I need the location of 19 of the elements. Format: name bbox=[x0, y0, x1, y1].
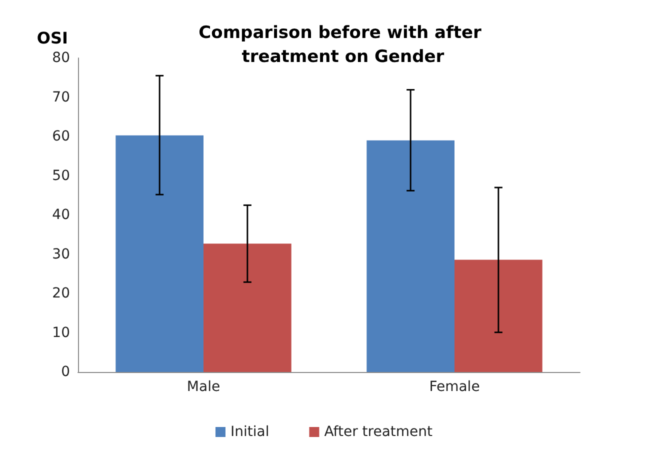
y-tick-label: 10 bbox=[52, 324, 70, 341]
y-tick-label: 20 bbox=[52, 286, 70, 302]
y-tick-label: 60 bbox=[52, 128, 70, 144]
y-tick-label: 40 bbox=[52, 207, 70, 223]
y-axis-title: OSI bbox=[36, 28, 68, 48]
x-tick-label: Female bbox=[429, 379, 480, 395]
bar bbox=[204, 244, 292, 372]
y-tick-label: 0 bbox=[61, 364, 70, 380]
y-tick-label: 70 bbox=[52, 89, 70, 106]
legend-label: Initial bbox=[230, 424, 270, 440]
chart-title: Comparison before with after treatment on Gender bbox=[198, 23, 488, 67]
y-tick-label: 50 bbox=[52, 168, 70, 184]
bar bbox=[454, 260, 542, 372]
bar bbox=[366, 140, 454, 372]
legend-label: After treatment bbox=[324, 424, 434, 440]
y-tick-label: 80 bbox=[52, 50, 70, 66]
x-tick-label: Male bbox=[186, 379, 220, 395]
bar bbox=[116, 135, 204, 372]
y-tick-label: 30 bbox=[52, 246, 70, 262]
